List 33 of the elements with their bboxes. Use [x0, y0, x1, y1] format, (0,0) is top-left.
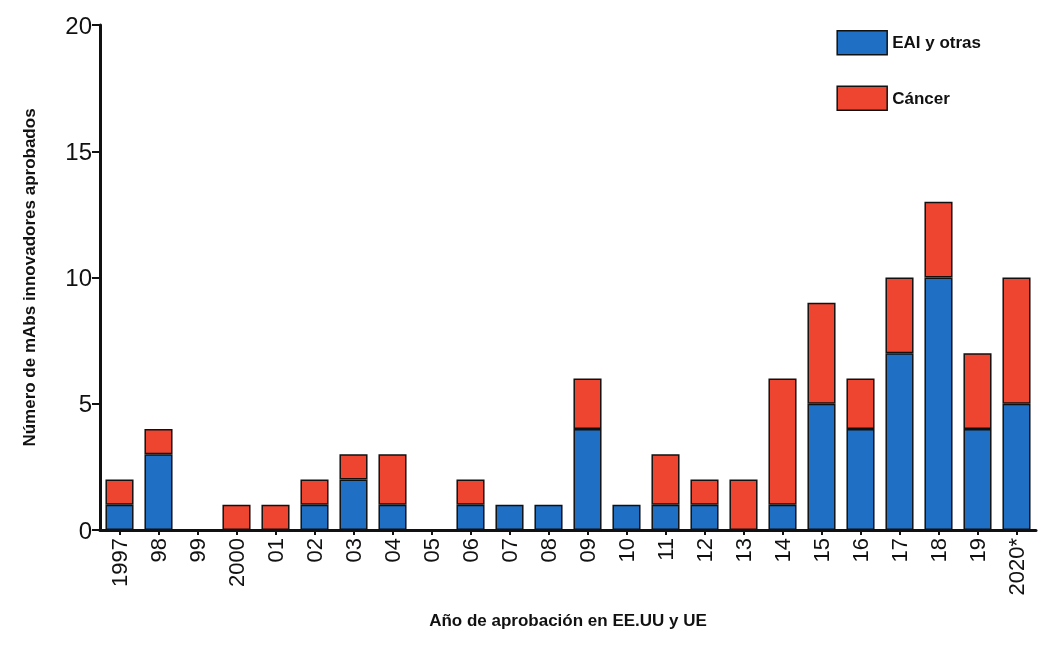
- y-tick-label: 15: [65, 137, 92, 165]
- x-tick-label: 05: [419, 538, 444, 563]
- x-tick-label: 07: [497, 538, 522, 563]
- x-tick-label: 99: [185, 538, 210, 563]
- x-tick-label: 2000: [224, 538, 249, 587]
- x-tick-label: 06: [458, 538, 483, 563]
- x-tick-label: 18: [926, 538, 951, 563]
- legend-label: Cáncer: [892, 88, 951, 108]
- x-tick-label: 01: [263, 538, 288, 563]
- x-tick-label: 09: [575, 538, 600, 563]
- x-tick-label: 14: [770, 538, 795, 563]
- x-tick-label: 03: [341, 538, 366, 563]
- y-tick-label: 20: [65, 11, 92, 39]
- x-tick-label: 15: [809, 538, 834, 563]
- x-tick-label: 1997: [107, 538, 132, 587]
- y-tick-label: 10: [65, 264, 92, 291]
- x-tick-label: 10: [614, 538, 639, 563]
- x-tick-label: 2020*: [1004, 537, 1029, 596]
- y-axis-title: Número de mAbs innovadores aprobados: [20, 108, 39, 447]
- x-tick-label: 11: [653, 538, 678, 561]
- x-tick-label: 17: [887, 538, 912, 563]
- x-tick-label: 16: [848, 538, 873, 563]
- x-tick-label: 13: [731, 538, 756, 563]
- x-tick-label: 98: [146, 538, 171, 563]
- x-tick-label: 02: [302, 538, 327, 563]
- x-tick-label: 19: [965, 538, 990, 563]
- legend-label: EAI y otras: [892, 33, 981, 53]
- x-tick-label: 08: [536, 538, 561, 563]
- y-tick-label: 0: [78, 516, 92, 544]
- y-tick-label: 5: [78, 390, 92, 418]
- x-axis-title: Año de aprobación en EE.UU y UE: [429, 611, 707, 630]
- x-tick-label: 04: [380, 538, 405, 563]
- x-tick-label: 12: [692, 538, 717, 563]
